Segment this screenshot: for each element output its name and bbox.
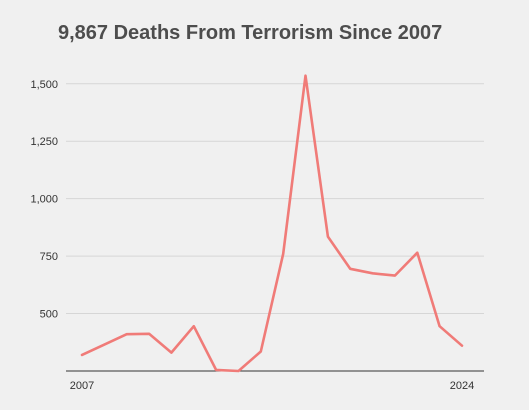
series-line [80,74,464,373]
y-tick-label: 1,000 [30,194,58,206]
y-tick-label: 500 [40,309,58,321]
x-tick-label: 2024 [450,380,474,392]
y-axis-ticks: 500 750 1,000 1,250 1,500 [30,79,58,321]
y-tick-label: 750 [40,251,58,263]
y-tick-label: 1,250 [30,136,58,148]
x-axis-ticks: 2007 2024 [70,380,474,392]
chart-title: 9,867 Deaths From Terrorism Since 2007 [58,22,443,44]
y-tick-label: 1,500 [30,79,58,91]
series-lines [80,74,464,373]
x-tick-label: 2007 [70,380,94,392]
gridlines [66,83,484,372]
